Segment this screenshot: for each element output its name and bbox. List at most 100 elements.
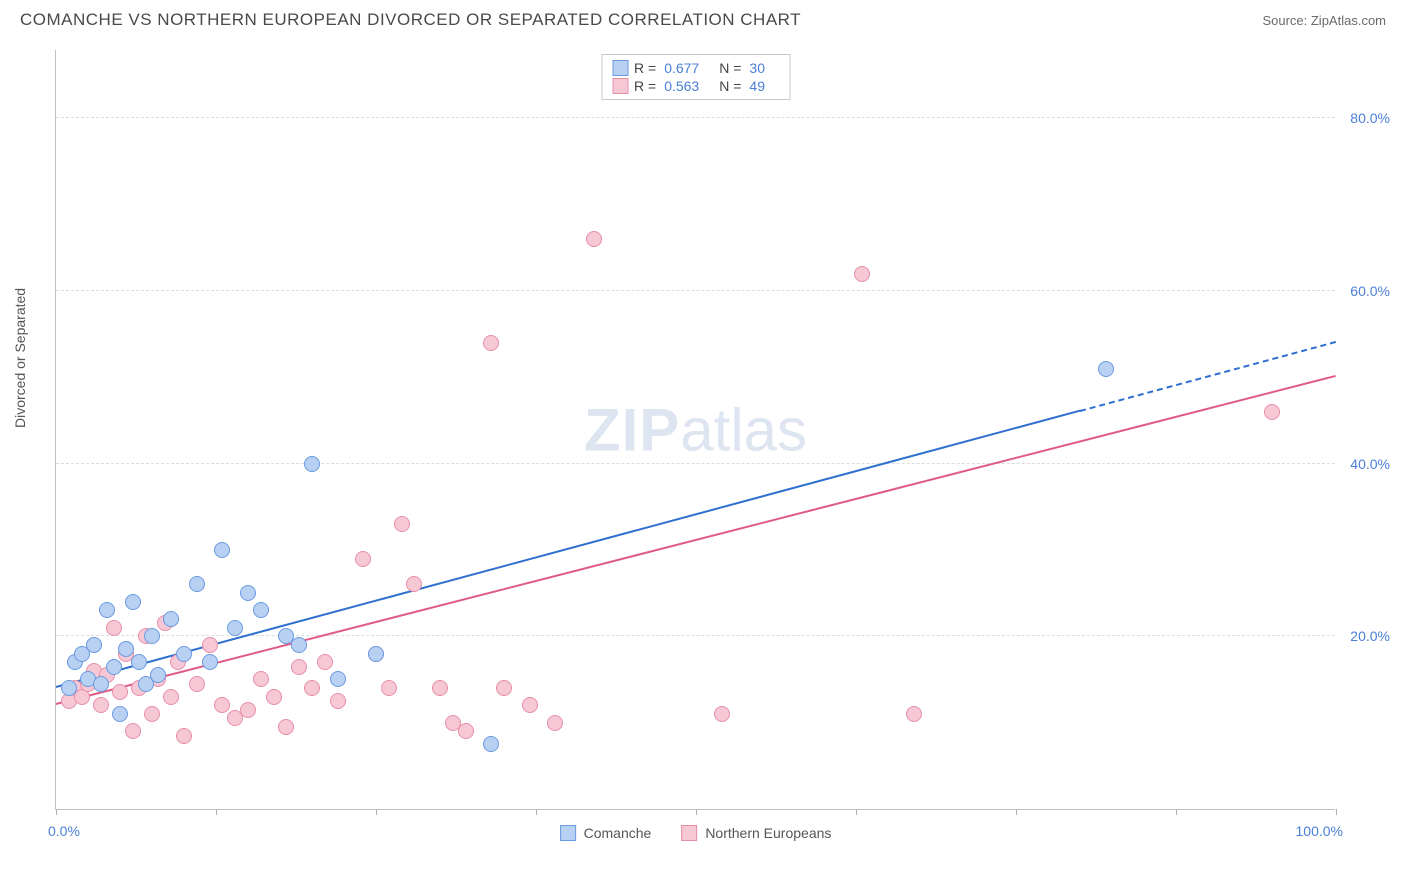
data-point-northern [253,671,269,687]
data-point-northern [496,680,512,696]
data-point-northern [125,723,141,739]
data-point-northern [93,697,109,713]
watermark-zip: ZIP [584,396,680,463]
y-tick-label: 20.0% [1350,628,1390,644]
data-point-northern [278,719,294,735]
scatter-chart: ZIPatlas R = 0.677 N = 30 R = 0.563 N = … [55,50,1335,810]
data-point-northern [547,715,563,731]
data-point-comanche [163,611,179,627]
data-point-comanche [86,637,102,653]
data-point-northern [522,697,538,713]
legend-item-comanche: Comanche [560,825,652,841]
data-point-northern [317,654,333,670]
data-point-northern [163,689,179,705]
correlation-legend: R = 0.677 N = 30 R = 0.563 N = 49 [601,54,790,100]
data-point-northern [355,551,371,567]
data-point-northern [214,697,230,713]
source-attribution: Source: ZipAtlas.com [1262,13,1386,28]
data-point-northern [106,620,122,636]
data-point-northern [432,680,448,696]
data-point-northern [854,266,870,282]
y-tick-label: 80.0% [1350,110,1390,126]
data-point-northern [714,706,730,722]
data-point-northern [176,728,192,744]
n-value-comanche: 30 [749,60,765,76]
data-point-northern [202,637,218,653]
legend-label-comanche: Comanche [584,825,652,841]
r-label: R = [634,78,656,94]
data-point-northern [266,689,282,705]
data-point-comanche [1098,361,1114,377]
data-point-comanche [106,659,122,675]
data-point-comanche [112,706,128,722]
data-point-northern [586,231,602,247]
swatch-comanche [560,825,576,841]
watermark: ZIPatlas [584,395,807,464]
data-point-northern [1264,404,1280,420]
trendline-extrapolated [1080,341,1337,412]
data-point-comanche [253,602,269,618]
data-point-comanche [189,576,205,592]
y-axis-label: Divorced or Separated [12,288,28,428]
data-point-northern [291,659,307,675]
legend-item-northern: Northern Europeans [681,825,831,841]
data-point-northern [394,516,410,532]
x-tick [56,809,57,815]
data-point-comanche [304,456,320,472]
data-point-comanche [99,602,115,618]
x-tick [376,809,377,815]
x-min-label: 0.0% [48,823,80,839]
data-point-comanche [483,736,499,752]
x-tick [1176,809,1177,815]
legend-row-comanche: R = 0.677 N = 30 [612,59,779,77]
data-point-northern [144,706,160,722]
data-point-northern [330,693,346,709]
gridline [56,290,1335,291]
x-tick [1336,809,1337,815]
data-point-northern [483,335,499,351]
watermark-atlas: atlas [680,396,807,463]
swatch-comanche [612,60,628,76]
data-point-comanche [330,671,346,687]
r-value-comanche: 0.677 [664,60,699,76]
trendline [56,375,1336,705]
swatch-northern [612,78,628,94]
data-point-northern [240,702,256,718]
legend-row-northern: R = 0.563 N = 49 [612,77,779,95]
data-point-comanche [93,676,109,692]
data-point-comanche [368,646,384,662]
y-tick-label: 60.0% [1350,283,1390,299]
r-value-northern: 0.563 [664,78,699,94]
x-tick [216,809,217,815]
data-point-northern [906,706,922,722]
data-point-comanche [227,620,243,636]
data-point-northern [112,684,128,700]
data-point-comanche [176,646,192,662]
x-tick [696,809,697,815]
r-label: R = [634,60,656,76]
n-value-northern: 49 [749,78,765,94]
data-point-comanche [202,654,218,670]
data-point-comanche [214,542,230,558]
chart-title: COMANCHE VS NORTHERN EUROPEAN DIVORCED O… [20,10,801,30]
x-tick [1016,809,1017,815]
data-point-northern [381,680,397,696]
legend-label-northern: Northern Europeans [705,825,831,841]
data-point-comanche [291,637,307,653]
data-point-northern [304,680,320,696]
gridline [56,117,1335,118]
x-tick [856,809,857,815]
data-point-comanche [240,585,256,601]
x-tick [536,809,537,815]
data-point-comanche [125,594,141,610]
n-label: N = [719,60,741,76]
x-max-label: 100.0% [1296,823,1343,839]
data-point-northern [406,576,422,592]
data-point-comanche [131,654,147,670]
series-legend: Comanche Northern Europeans [560,825,832,841]
data-point-northern [189,676,205,692]
n-label: N = [719,78,741,94]
gridline [56,463,1335,464]
y-tick-label: 40.0% [1350,456,1390,472]
data-point-northern [458,723,474,739]
